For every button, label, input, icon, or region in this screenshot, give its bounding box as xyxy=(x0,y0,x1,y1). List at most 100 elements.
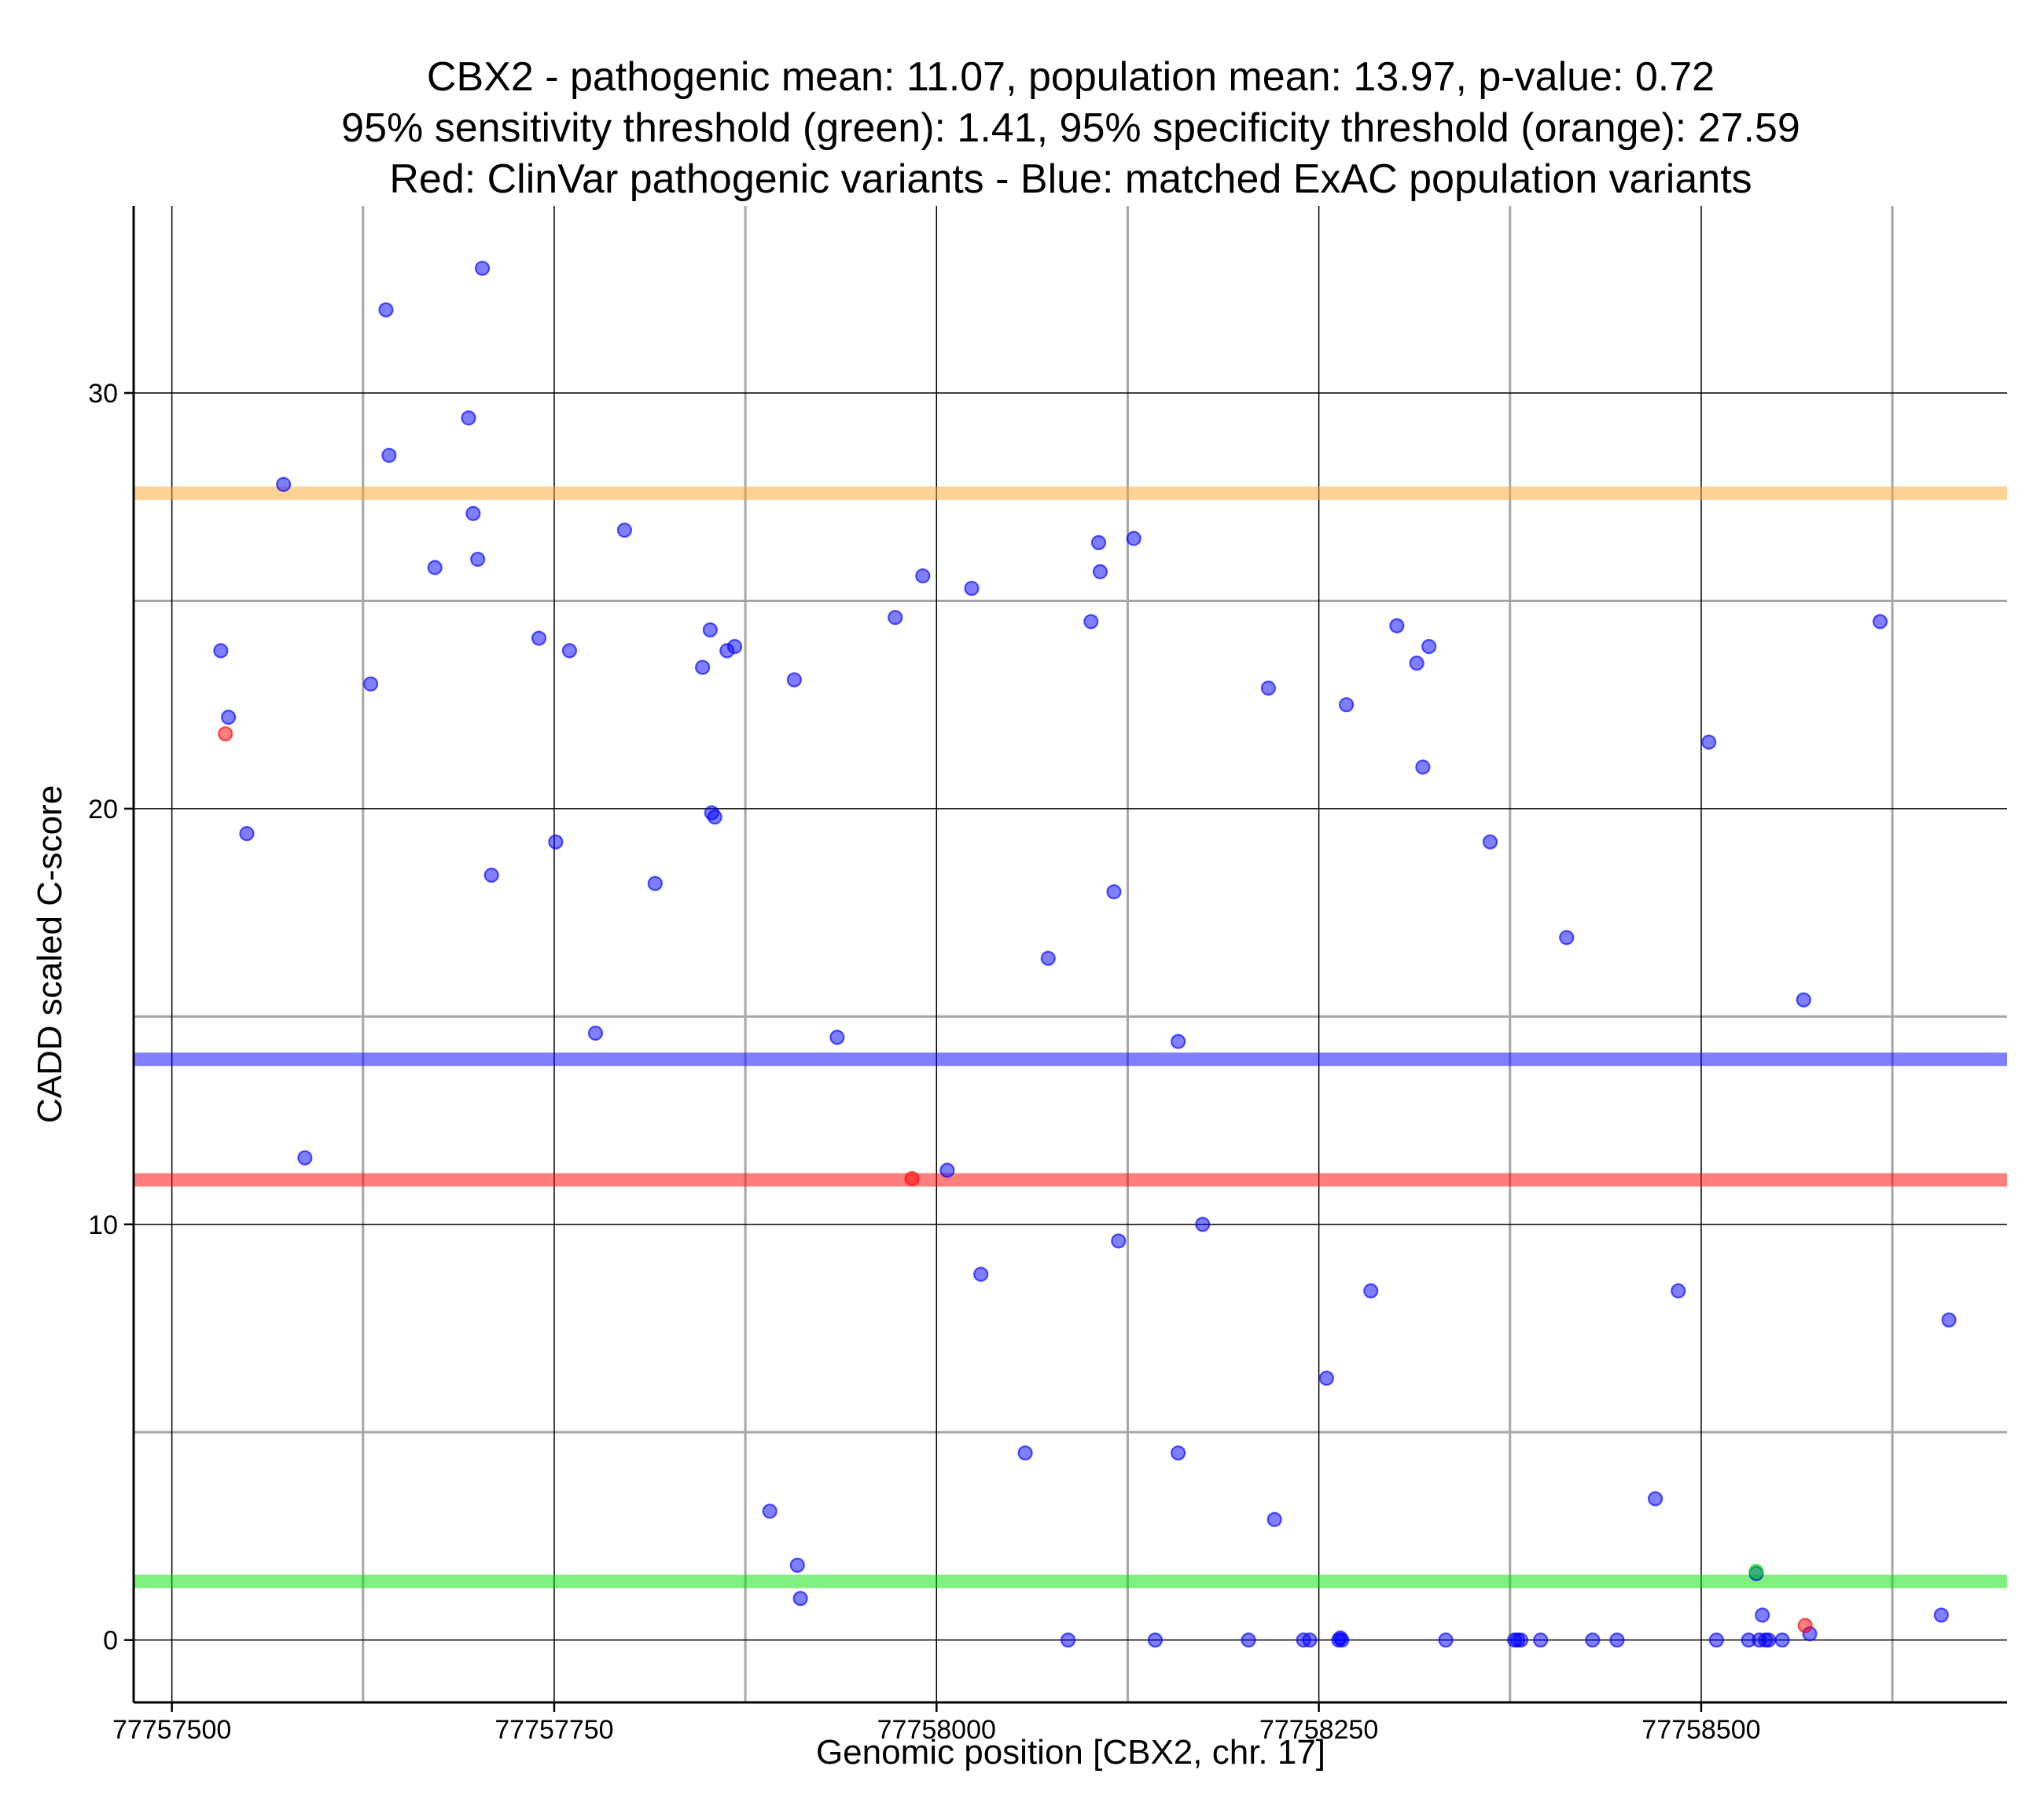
blue-data-point xyxy=(1040,950,1056,966)
blue-data-point xyxy=(1708,1632,1724,1648)
blue-data-point xyxy=(1559,930,1575,946)
blue-data-point xyxy=(297,1150,313,1166)
blue-data-point xyxy=(483,867,499,883)
blue-data-point xyxy=(829,1030,845,1045)
blue-data-point xyxy=(786,672,802,688)
blue-data-point xyxy=(939,1162,955,1178)
blue-data-point xyxy=(1409,655,1425,671)
blue-data-point xyxy=(647,876,663,891)
blue-data-point xyxy=(1482,834,1498,850)
tick-labels: 77757500 77757750 77758000 77758250 77758500… xyxy=(88,379,1760,1745)
green-data-point xyxy=(1748,1563,1764,1580)
blue-data-point xyxy=(1438,1632,1454,1648)
blue-data-point xyxy=(362,676,379,692)
title-line-3: Red: ClinVar pathogenic variants - Blue:… xyxy=(389,156,1752,202)
blue-data-point xyxy=(213,643,229,659)
blue-data-point xyxy=(1318,1370,1334,1386)
title-line-2: 95% sensitivity threshold (green): 1.41,… xyxy=(341,105,1800,151)
axes xyxy=(132,206,2007,1704)
y-axis-title: CADD scaled C-score xyxy=(31,785,69,1123)
x-tick-label: 77757750 xyxy=(494,1715,613,1745)
blue-data-point xyxy=(1195,1217,1211,1232)
threshold-lines xyxy=(134,486,2007,1588)
blue-data-point xyxy=(1609,1632,1625,1648)
blue-data-point xyxy=(1701,734,1717,750)
blue-data-point xyxy=(1111,1233,1127,1249)
blue-data-point xyxy=(1302,1632,1318,1648)
blue-data-point xyxy=(1126,531,1141,546)
blue-data-point xyxy=(1090,534,1107,551)
blue-data-point xyxy=(474,260,491,276)
blue-data-point xyxy=(1796,992,1811,1008)
blue-data-point xyxy=(973,1266,989,1282)
blue-data-point xyxy=(707,809,722,825)
blue-data-point xyxy=(1017,1445,1033,1461)
blue-data-point xyxy=(1513,1632,1528,1648)
blue-data-point xyxy=(548,834,564,850)
blue-data-point xyxy=(1241,1632,1256,1648)
blue-data-point xyxy=(1334,1632,1350,1648)
y-tick-label: 0 xyxy=(103,1626,118,1656)
blue-data-point xyxy=(239,826,255,842)
blue-data-point xyxy=(616,522,633,538)
blue-data-point xyxy=(427,560,443,575)
blue-data-point xyxy=(789,1557,805,1573)
grid xyxy=(134,206,2007,1702)
x-tick-label: 77758000 xyxy=(877,1715,996,1745)
blue-data-point xyxy=(1941,1312,1957,1328)
blue-data-point xyxy=(381,447,397,463)
blue-data-point xyxy=(1171,1445,1186,1461)
blue-data-point xyxy=(1755,1607,1770,1623)
red-data-point xyxy=(1797,1618,1813,1633)
blue-data-point xyxy=(1774,1632,1790,1648)
blue-data-point xyxy=(695,659,711,675)
blue-data-point xyxy=(465,505,481,521)
blue-data-point xyxy=(1933,1607,1949,1623)
blue-data-point xyxy=(762,1504,778,1519)
blue-data-point xyxy=(1171,1034,1186,1049)
blue-data-point xyxy=(1092,564,1108,580)
blue-data-point xyxy=(1415,759,1431,775)
blue-data-point xyxy=(1339,697,1355,713)
blue-data-point xyxy=(1671,1283,1686,1299)
blue-data-point xyxy=(1363,1283,1379,1299)
y-tick-label: 20 xyxy=(88,795,118,824)
chart-title: CBX2 - pathogenic mean: 11.07, populatio… xyxy=(341,54,1800,202)
blue-data-point xyxy=(221,709,237,725)
x-tick-label: 77758250 xyxy=(1259,1715,1378,1745)
blue-data-point xyxy=(1147,1632,1164,1648)
y-tick-label: 10 xyxy=(88,1210,118,1240)
x-tick-label: 77757500 xyxy=(112,1715,231,1745)
blue-data-point xyxy=(561,643,578,659)
blue-data-point xyxy=(1585,1632,1601,1648)
blue-data-point xyxy=(587,1025,604,1041)
blue-data-point xyxy=(1647,1491,1664,1507)
blue-data-point xyxy=(726,639,743,655)
blue-data-point xyxy=(1260,680,1277,696)
y-tick-label: 30 xyxy=(88,379,118,409)
blue-data-point xyxy=(1266,1511,1282,1527)
blue-data-point xyxy=(1083,614,1099,630)
data-points xyxy=(213,260,1957,1648)
blue-data-point xyxy=(964,580,980,597)
title-line-1: CBX2 - pathogenic mean: 11.07, populatio… xyxy=(427,54,1715,100)
x-axis-title: Genomic position [CBX2, chr. 17] xyxy=(816,1733,1325,1772)
blue-data-point xyxy=(1060,1632,1076,1648)
blue-data-point xyxy=(378,302,394,318)
blue-data-point xyxy=(531,630,547,646)
blue-data-point xyxy=(792,1591,808,1607)
x-tick-label: 77758500 xyxy=(1641,1715,1760,1745)
blue-data-point xyxy=(1872,614,1888,630)
blue-data-point xyxy=(888,609,903,626)
blue-data-point xyxy=(1533,1632,1549,1648)
blue-data-point xyxy=(1389,618,1405,633)
blue-data-point xyxy=(1421,639,1437,655)
red-data-point xyxy=(218,726,233,742)
blue-data-point xyxy=(915,568,931,584)
blue-data-point xyxy=(702,622,718,638)
blue-data-point xyxy=(470,551,486,567)
blue-data-point xyxy=(276,476,292,492)
blue-data-point xyxy=(1760,1632,1777,1648)
blue-data-point xyxy=(1106,884,1122,900)
